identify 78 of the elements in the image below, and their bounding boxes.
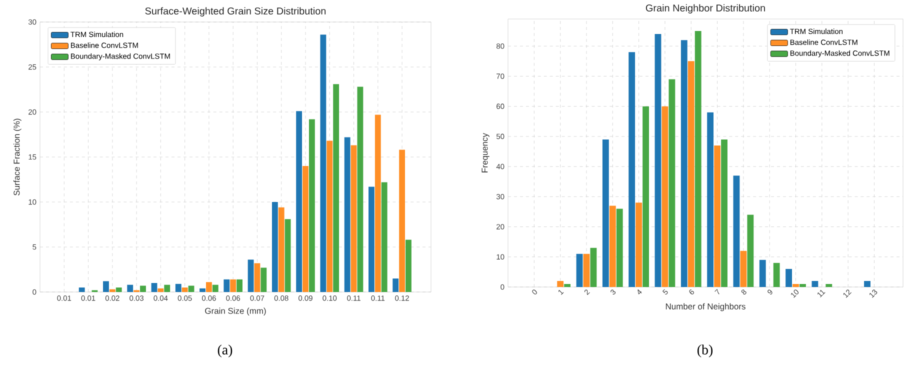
- bar: [714, 145, 720, 287]
- bar: [175, 284, 182, 292]
- x-axis-title: Grain Size (mm): [205, 308, 266, 316]
- text: (b): [697, 344, 713, 358]
- bar: [158, 288, 164, 292]
- bar: [406, 240, 412, 292]
- bar: [800, 284, 806, 287]
- bar: [576, 254, 583, 287]
- bar: [392, 278, 399, 292]
- bar: [662, 106, 668, 287]
- bar: [812, 280, 818, 287]
- bar: [140, 286, 146, 292]
- bar: [350, 145, 357, 292]
- bar: [786, 268, 792, 287]
- bar: [642, 106, 649, 287]
- bar: [278, 207, 284, 292]
- bar: [654, 34, 662, 287]
- bar: [182, 288, 188, 292]
- bar: [296, 111, 302, 292]
- bar: [733, 176, 740, 287]
- bar: [308, 119, 315, 292]
- bar: [200, 288, 206, 292]
- bar: [78, 288, 85, 292]
- bar: [688, 61, 694, 287]
- y-axis-title: Frequency: [482, 133, 490, 172]
- bar: [609, 206, 616, 287]
- bar: [381, 182, 388, 292]
- bar: [668, 79, 676, 287]
- bar: [284, 219, 291, 292]
- bar: [747, 214, 754, 287]
- bar: [399, 150, 406, 292]
- bar: [616, 208, 623, 287]
- bar: [694, 31, 702, 287]
- bar: [164, 284, 170, 292]
- bar: [127, 284, 134, 292]
- bar: [564, 284, 571, 287]
- x-axis-title: Number of Neighbors: [666, 303, 746, 312]
- bar: [236, 279, 242, 292]
- bar: [302, 166, 308, 292]
- bar: [773, 262, 780, 287]
- bar: [248, 260, 254, 292]
- bar: [326, 140, 333, 292]
- bar: [272, 202, 278, 292]
- bar: [636, 202, 642, 287]
- bar: [333, 84, 340, 292]
- bar: [374, 114, 381, 292]
- bar: [864, 280, 870, 287]
- bar: [212, 284, 218, 292]
- bar: [583, 254, 590, 287]
- bar: [557, 280, 564, 287]
- bar: [320, 34, 326, 292]
- bar: [344, 137, 350, 292]
- bar: [230, 279, 236, 292]
- bar: [707, 112, 714, 287]
- chart-title: Surface-Weighted Grain Size Distribution: [145, 7, 326, 16]
- bar: [759, 260, 766, 287]
- bar: [116, 288, 122, 292]
- bar: [740, 250, 747, 287]
- bar: [602, 139, 609, 287]
- bar: [206, 282, 212, 292]
- bar: [721, 139, 728, 287]
- bar: [151, 283, 158, 292]
- y-axis-title: Surface Fraction (%): [13, 118, 22, 196]
- bar: [792, 284, 799, 287]
- bar: [103, 281, 109, 292]
- text: (a): [218, 344, 232, 358]
- bar: [224, 279, 230, 292]
- bar: [628, 52, 636, 287]
- bar: [260, 268, 267, 292]
- bar: [590, 248, 597, 287]
- bar: [254, 263, 260, 292]
- bar: [826, 284, 832, 287]
- bar: [109, 289, 116, 292]
- bar: [680, 40, 688, 287]
- chart-title: Grain Neighbor Distribution: [646, 4, 765, 14]
- bar: [368, 186, 374, 292]
- bar: [357, 86, 364, 292]
- bar: [188, 286, 194, 292]
